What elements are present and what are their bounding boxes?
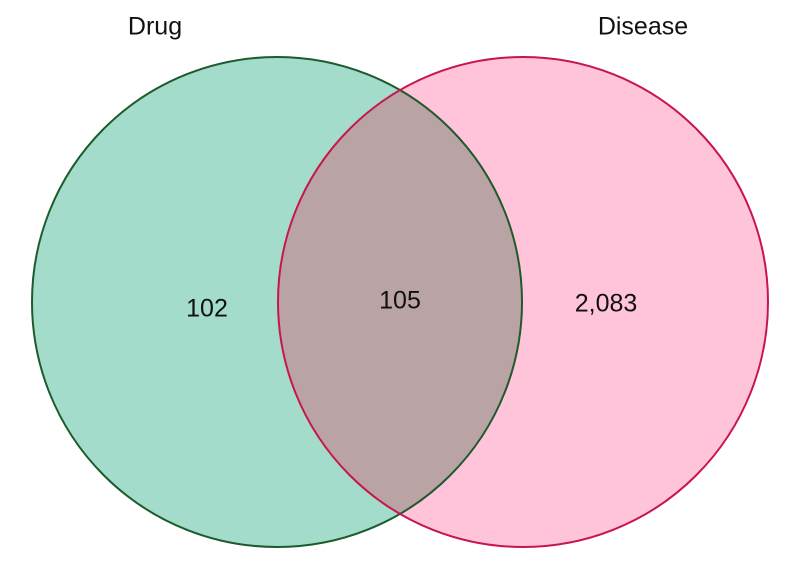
set-label: Drug (128, 13, 182, 41)
region-value-label: 2,083 (575, 290, 638, 318)
set-label: Disease (598, 13, 688, 41)
set-outline (31, 56, 523, 548)
region-value-label: 105 (379, 287, 421, 315)
set-outline (277, 56, 769, 548)
region-value-label: 102 (186, 295, 228, 323)
overlap-region (278, 57, 522, 547)
